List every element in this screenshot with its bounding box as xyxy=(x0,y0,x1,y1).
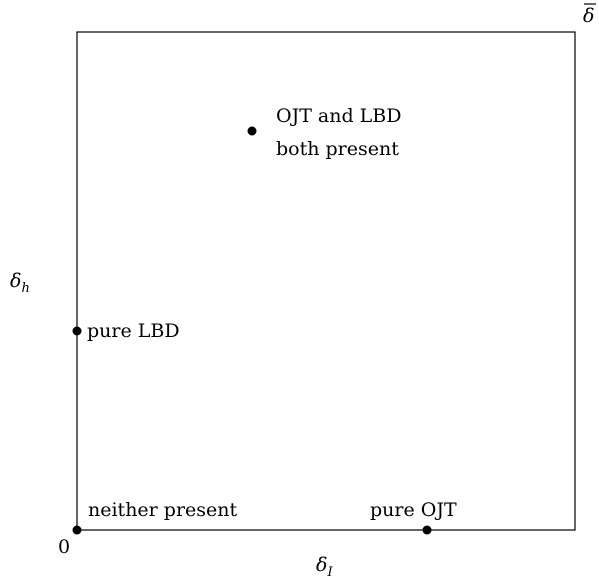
corner-label: δ xyxy=(583,3,596,27)
y-axis-label: δh xyxy=(10,270,30,296)
corner-symbol: δ xyxy=(583,5,594,27)
x-axis-subscript: I xyxy=(326,565,333,580)
label-both-present-line1: OJT and LBD xyxy=(276,105,402,127)
x-axis-symbol: δ xyxy=(316,554,327,576)
y-axis-symbol: δ xyxy=(10,270,21,292)
domain-square xyxy=(76,31,576,531)
label-pure-lbd: pure LBD xyxy=(87,320,180,342)
point-pure-lbd xyxy=(72,326,82,336)
point-both-present xyxy=(247,126,257,136)
point-pure-ojt xyxy=(422,525,432,535)
x-axis-label: δI xyxy=(316,554,333,580)
label-pure-ojt: pure OJT xyxy=(370,499,457,521)
y-axis-subscript: h xyxy=(21,281,29,296)
label-neither-present: neither present xyxy=(88,499,238,521)
point-neither-present xyxy=(72,525,82,535)
origin-label: 0 xyxy=(58,536,70,558)
label-both-present-line2: both present xyxy=(276,138,399,160)
